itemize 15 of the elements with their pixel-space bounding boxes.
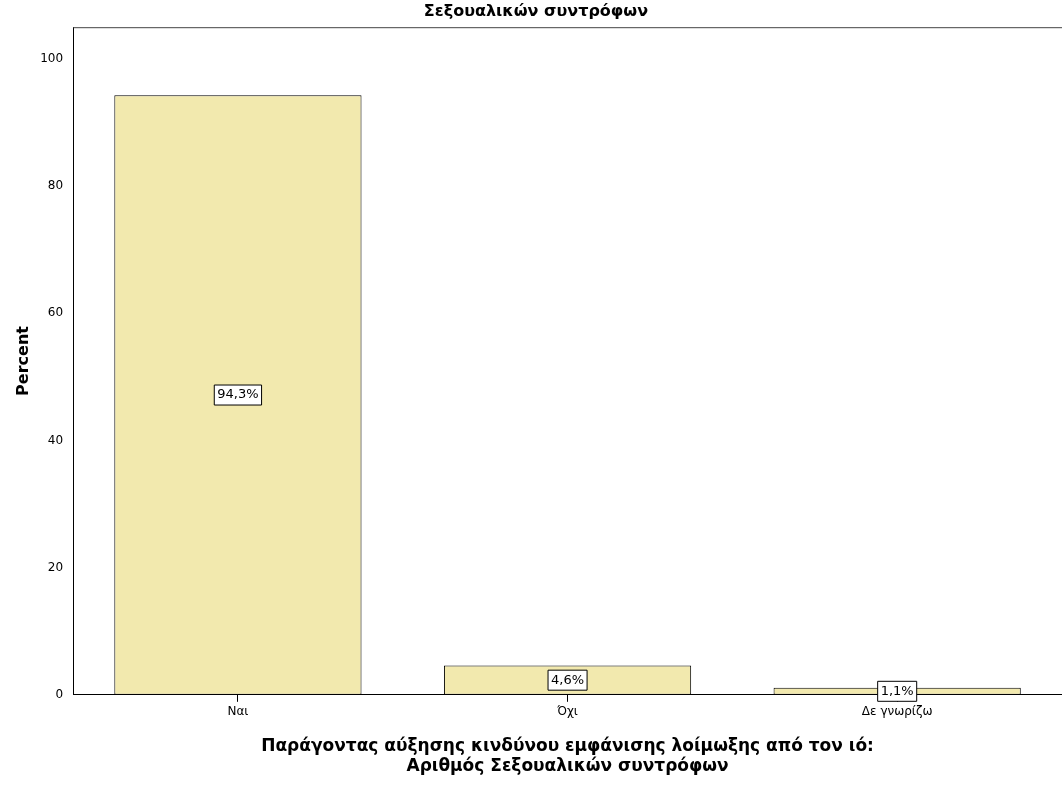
x-axis-title: Παράγοντας αύξησης κινδύνου εμφάνισης λοίμωξης από τον ιό: Αριθμός Σεξουαλικών συντρόφων xyxy=(261,734,874,776)
x-tick-label: Όχι xyxy=(556,704,578,719)
y-tick-label: 60 xyxy=(47,305,64,320)
x-tick-label: Δε γνωρίζω xyxy=(861,704,933,719)
y-tick-label: 40 xyxy=(47,432,64,447)
y-tick-label: 0 xyxy=(55,686,64,701)
y-tick-label: 100 xyxy=(40,51,64,66)
data-label: 4,6% xyxy=(551,671,585,687)
data-label: 94,3% xyxy=(217,386,259,402)
x-tick-label: Ναι xyxy=(227,704,249,719)
data-label: 1,1% xyxy=(880,682,914,698)
y-axis-title: Percent xyxy=(12,325,32,396)
chart-title: Σεξουαλικών συντρόφων xyxy=(423,0,649,20)
y-tick-label: 20 xyxy=(47,559,64,574)
y-tick-label: 80 xyxy=(47,178,64,193)
